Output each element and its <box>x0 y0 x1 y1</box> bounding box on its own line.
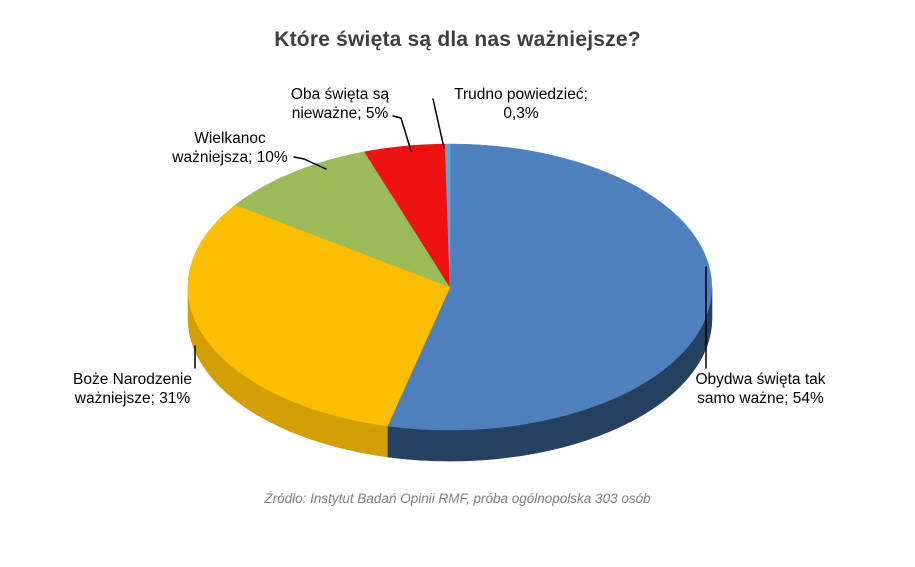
pie-slice-4 <box>444 143 451 288</box>
callout-label-trudno-powiedziec: Trudno powiedzieć; 0,3% <box>431 85 611 123</box>
callout-label-oba-niewazne: Oba święta są nieważne; 5% <box>262 85 418 123</box>
callout-text-line2: ważniejsze; 31% <box>74 390 191 407</box>
leader-line-trudno-powiedziec <box>432 98 445 149</box>
pie-slices-group <box>187 143 713 462</box>
pie-slice-2 <box>234 151 451 288</box>
pie-slice-0 <box>386 143 712 431</box>
leader-lines-group <box>194 98 707 369</box>
callout-text-line1: Oba święta są <box>290 86 390 103</box>
chart-title: Które święta są dla nas ważniejsze? <box>274 28 641 51</box>
callout-text-line2: nieważne; 5% <box>291 105 389 122</box>
source-note: Źródło: Instytut Badań Opinii RMF, próba… <box>264 491 651 506</box>
callout-text-line2: 0,3% <box>503 105 539 122</box>
callout-text-line1: Boże Narodzenie <box>73 371 192 388</box>
callout-text-line2: samo ważne; 54% <box>697 390 824 407</box>
callout-label-wielkanoc: Wielkanoc ważniejsza; 10% <box>150 129 310 167</box>
leader-line-oba-nievazne <box>392 115 412 152</box>
pie-slice-1 <box>187 204 451 427</box>
callout-label-boze-narodzenie: Boże Narodzenie ważniejsze; 31% <box>40 370 225 408</box>
callout-text-line1: Trudno powiedzieć; <box>454 86 588 103</box>
callout-text-line1: Wielkanoc <box>194 130 266 147</box>
callout-text-line1: Obydwa święta tak <box>695 371 826 388</box>
callout-label-obydwa: Obydwa święta tak samo ważne; 54% <box>668 370 853 408</box>
callout-text-line2: ważniejsza; 10% <box>172 149 288 166</box>
leader-line-wielkanoc <box>293 156 327 170</box>
